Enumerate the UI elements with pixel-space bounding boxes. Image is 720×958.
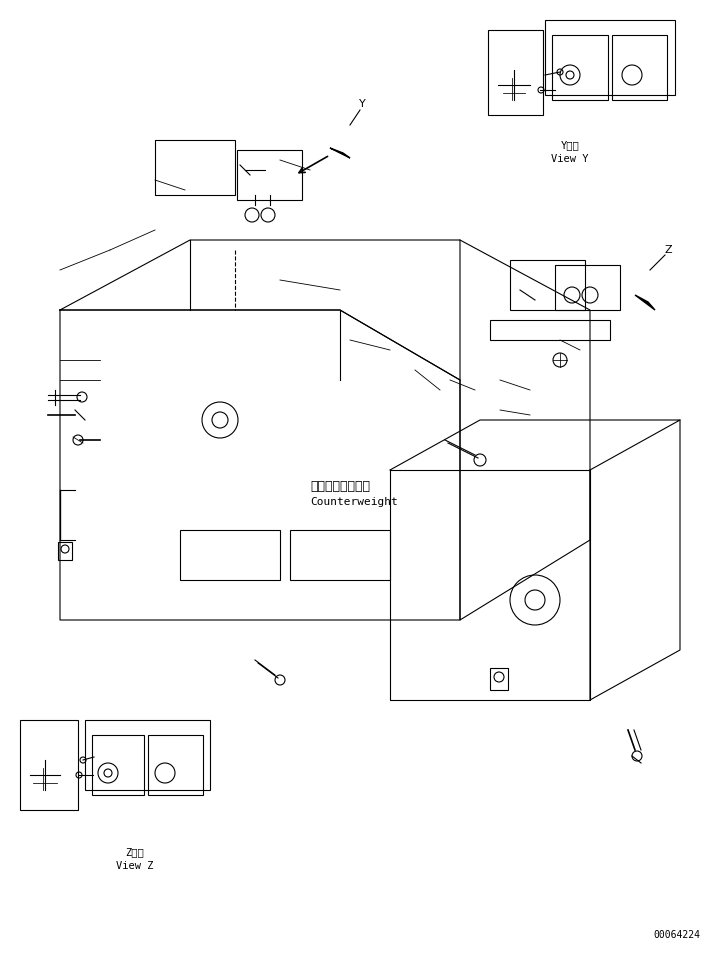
Text: Y: Y bbox=[359, 99, 365, 109]
Text: カウンタウェイト: カウンタウェイト bbox=[310, 480, 370, 493]
Text: 00064224: 00064224 bbox=[653, 930, 700, 940]
Text: Y　視: Y 視 bbox=[561, 140, 580, 150]
Bar bbox=[490, 320, 610, 340]
Bar bbox=[20, 720, 78, 810]
Bar bbox=[155, 140, 235, 195]
Bar bbox=[58, 542, 72, 560]
Bar bbox=[148, 735, 203, 795]
Bar bbox=[290, 530, 390, 580]
Bar bbox=[545, 20, 675, 95]
Bar bbox=[552, 35, 608, 100]
Bar bbox=[612, 35, 667, 100]
Text: View Z: View Z bbox=[116, 861, 154, 871]
Bar bbox=[85, 720, 210, 790]
Bar bbox=[490, 668, 508, 690]
Bar bbox=[180, 530, 280, 580]
Bar bbox=[555, 265, 620, 310]
Bar bbox=[92, 735, 144, 795]
Text: Z　視: Z 視 bbox=[125, 847, 145, 857]
Bar bbox=[510, 260, 585, 310]
Text: Z: Z bbox=[664, 245, 672, 255]
Text: View Y: View Y bbox=[552, 154, 589, 164]
Bar bbox=[488, 30, 543, 115]
Text: Counterweight: Counterweight bbox=[310, 497, 397, 507]
Bar bbox=[237, 150, 302, 200]
Polygon shape bbox=[330, 148, 350, 158]
Polygon shape bbox=[635, 295, 655, 310]
